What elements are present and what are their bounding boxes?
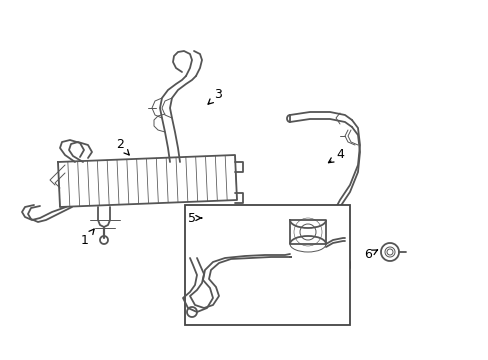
Text: 6: 6: [364, 248, 377, 261]
Text: 5: 5: [187, 211, 201, 225]
Text: 4: 4: [328, 148, 343, 163]
Text: 1: 1: [81, 229, 94, 247]
Text: 3: 3: [207, 89, 222, 104]
Bar: [184, 205, 349, 325]
Text: 2: 2: [116, 139, 129, 155]
